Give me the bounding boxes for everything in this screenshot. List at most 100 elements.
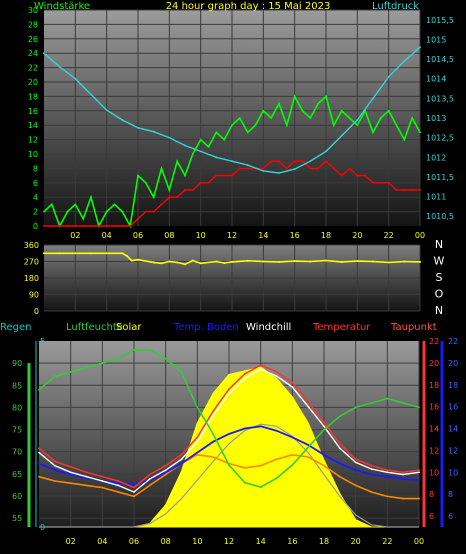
panel2-compass-label: N xyxy=(435,238,443,251)
panel2-data-point xyxy=(90,252,92,255)
panel3-temp-tick: 16 xyxy=(429,403,439,412)
panel3-humidity-line-point xyxy=(69,371,72,373)
panel3-soil-temp-line-point xyxy=(117,482,120,485)
panel1-left-tick: 10 xyxy=(28,150,38,159)
panel3-soil-tick: 16 xyxy=(448,403,458,412)
panel1-right-tick: 1015 xyxy=(426,35,446,44)
panel3-humidity-line-point xyxy=(338,415,341,418)
panel1-data-point xyxy=(372,181,374,184)
panel1-data-point xyxy=(43,52,45,55)
panel3-humidity-line-point xyxy=(164,357,167,360)
panel1-data-point xyxy=(278,172,280,174)
panel1-data-point xyxy=(43,210,45,213)
panel1-data-point xyxy=(246,131,249,134)
panel1-data-point xyxy=(184,144,186,147)
panel3-soil-temp-line-point xyxy=(323,453,325,456)
panel3-temperature-line-point xyxy=(164,464,167,467)
panel3-windchill-line-point xyxy=(85,475,88,478)
panel3-soil-temp-line-point xyxy=(370,473,373,476)
panel1-left-tick: 6 xyxy=(33,179,38,188)
panel1-data-point xyxy=(215,131,218,134)
panel2-data-point xyxy=(152,261,155,264)
panel3-temp-tick: 6 xyxy=(429,512,434,521)
panel1-data-point xyxy=(270,160,273,163)
panel2-data-point xyxy=(43,252,45,255)
panel3-humidity-line-point xyxy=(133,349,135,351)
panel2-data-point xyxy=(278,260,280,263)
panel1-left-tick: 14 xyxy=(28,121,38,130)
panel1-data-point xyxy=(176,196,179,199)
panel1-x-tick: 10 xyxy=(196,231,206,240)
panel3-humidity-line-point xyxy=(243,481,246,484)
panel3-temperature-line-point xyxy=(243,372,246,375)
panel3-x-tick: 02 xyxy=(66,537,76,546)
panel3-windchill-line-point xyxy=(243,377,246,380)
panel3-temperature-line-point xyxy=(370,464,373,467)
panel1-right-tick: 1014,5 xyxy=(426,55,454,64)
panel3-humidity-line-point xyxy=(196,406,199,409)
panel1-right-tick: 1013 xyxy=(426,114,446,123)
panel3-windchill-line-point xyxy=(53,464,56,467)
panel2-data-point xyxy=(184,263,186,266)
panel1-data-point xyxy=(364,174,367,177)
panel2-compass-label: S xyxy=(436,271,443,284)
panel1-data-point xyxy=(160,167,163,170)
panel3-dewpoint-line-point xyxy=(354,484,357,487)
panel3-temperature-line-point xyxy=(228,388,230,390)
panel2-data-point xyxy=(215,260,218,263)
panel3-humidity-line-point xyxy=(53,375,56,378)
panel3-soil-temp-line-point xyxy=(243,427,246,430)
panel1-x-tick: 20 xyxy=(352,231,362,240)
panel3-dewpoint-line-point xyxy=(196,453,199,456)
panel1-data-point xyxy=(238,167,241,170)
panel3-temperature-line-point xyxy=(117,480,120,482)
panel1-x-tick: 22 xyxy=(384,231,394,240)
panel2-data-point xyxy=(262,260,265,263)
panel1-series xyxy=(43,46,421,229)
panel3-temperature-line-point xyxy=(196,436,199,439)
panel2-data-point xyxy=(246,259,249,262)
panel3-x-tick: 18 xyxy=(319,537,329,546)
panel1-data-point xyxy=(348,117,351,119)
panel1-left-tick: 16 xyxy=(28,107,38,116)
panel1-data-point xyxy=(403,189,406,191)
panel3-temp-tick: 20 xyxy=(429,359,439,368)
panel3-windchill-line-point xyxy=(148,478,151,480)
panel3-dewpoint-line-point xyxy=(243,467,246,469)
panel3-temperature-line-point xyxy=(418,469,420,471)
panel2-data-point xyxy=(121,252,124,255)
panel2-data-point xyxy=(231,260,233,263)
panel3-humidity-line-point xyxy=(291,464,294,466)
panel3-dewpoint-line-point xyxy=(291,453,294,456)
panel1-data-point xyxy=(191,153,194,155)
panel1-x-tick: 00 xyxy=(415,231,425,240)
panel3-humidity-line-point xyxy=(354,406,357,409)
panel1-data-point xyxy=(309,167,312,170)
panel1-left-tick: 12 xyxy=(28,136,38,145)
panel1-data-point xyxy=(340,174,343,177)
panel3-windchill-line-point xyxy=(291,386,294,388)
panel1-data-point xyxy=(176,160,179,163)
panel1-x-tick: 02 xyxy=(70,231,80,240)
panel1-data-point xyxy=(348,167,351,170)
panel3-humidity-line-point xyxy=(148,349,151,351)
panel3-x-tick: 14 xyxy=(256,537,266,546)
panel1-data-point xyxy=(246,164,249,167)
panel3-windchill-line-point xyxy=(402,473,405,476)
panel1-data-point xyxy=(372,131,374,134)
panel3-temp-tick: 22 xyxy=(429,337,439,346)
panel1-data-point xyxy=(293,168,296,171)
panel3-dewpoint-line-point xyxy=(323,464,325,467)
panel3-temperature-line-point xyxy=(386,469,389,471)
panel1-data-point xyxy=(372,97,374,100)
panel1-data-point xyxy=(325,160,327,163)
panel1-data-point xyxy=(238,117,241,119)
panel1-data-point xyxy=(74,225,77,227)
panel1-data-point xyxy=(231,160,233,163)
panel1-data-point xyxy=(58,225,61,227)
panel1-left-tick: 26 xyxy=(28,35,38,44)
panel3-dewpoint-line-point xyxy=(402,497,405,500)
panel3-temperature-line-point xyxy=(180,453,183,456)
panel1-data-point xyxy=(144,181,147,184)
panel3-humidity-tick: 90 xyxy=(12,359,22,368)
